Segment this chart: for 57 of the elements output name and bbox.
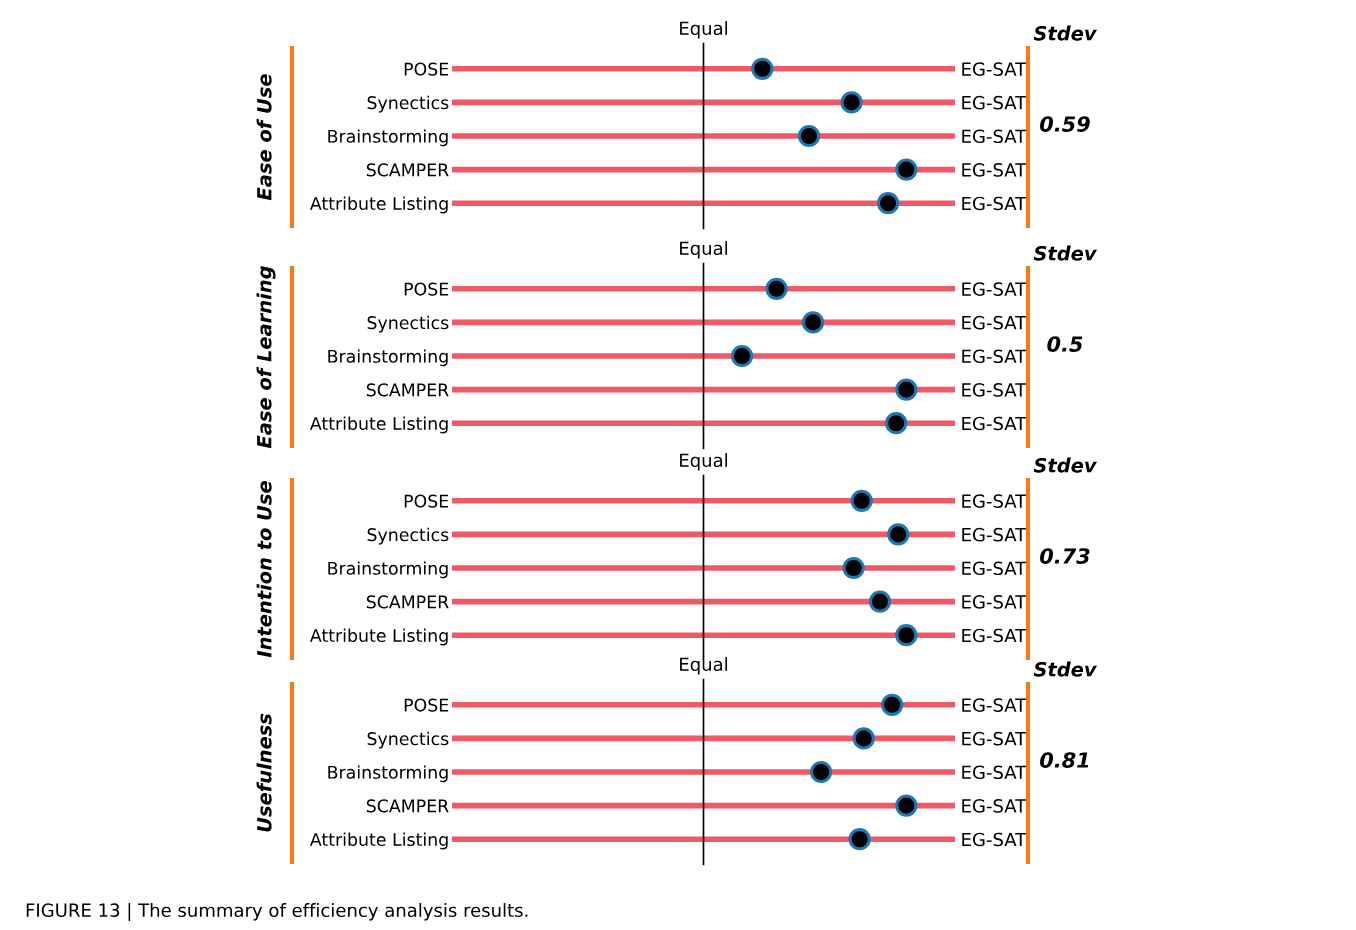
- y2-tick-label: EG-SAT: [962, 628, 1027, 643]
- text: 0.5: [1047, 336, 1083, 352]
- y2-tick-label: EG-SAT: [962, 62, 1027, 76]
- y2-tick-label: EG-SAT: [962, 196, 1027, 211]
- y-axis-title: Ease of Use: [256, 74, 272, 201]
- y2-tick-label: EG-SAT: [962, 315, 1027, 330]
- y2-tick-label: EG-SAT: [962, 561, 1027, 576]
- y-axis-title: Usefulness: [256, 713, 272, 832]
- text: 0.81: [1040, 752, 1089, 768]
- y-axis-title: Intention to Use: [256, 481, 272, 658]
- y-tick-label: SCAMPER: [366, 163, 449, 177]
- y2-tick-label: EG-SAT: [962, 527, 1027, 542]
- text: Stdev: [1033, 457, 1098, 473]
- text: Stdev: [1033, 661, 1098, 677]
- text: Stdev: [1033, 245, 1098, 261]
- y-tick-label: POSE: [404, 698, 449, 712]
- y2-tick-label: EG-SAT: [962, 163, 1027, 177]
- y2-tick-label: EG-SAT: [962, 129, 1027, 144]
- y-tick-label: POSE: [404, 282, 449, 296]
- y2-tick-label: EG-SAT: [962, 698, 1027, 712]
- text: 0.73: [1040, 548, 1090, 564]
- text: 0.59: [1040, 116, 1090, 132]
- ref-line-label: Equal: [680, 21, 727, 39]
- y2-tick-label: EG-SAT: [962, 282, 1027, 296]
- y2-tick-label: EG-SAT: [962, 494, 1027, 508]
- y-tick-label: Brainstorming: [328, 129, 448, 147]
- ref-line-label: Equal: [680, 241, 727, 259]
- y-tick-label: Attribute Listing: [309, 416, 448, 434]
- y2-tick-label: EG-SAT: [962, 349, 1027, 364]
- y2-tick-label: EG-SAT: [962, 765, 1027, 780]
- caption: FIGURE 13 | The summary of efficiency analysis results.: [26, 902, 528, 922]
- y-axis-title: Ease of Learning: [256, 266, 276, 449]
- y-tick-label: Attribute Listing: [309, 832, 448, 850]
- y-tick-label: POSE: [404, 62, 449, 76]
- y-tick-label: Synectics: [367, 527, 449, 545]
- y-tick-label: Brainstorming: [328, 561, 448, 579]
- y2-tick-label: EG-SAT: [962, 731, 1027, 746]
- y-tick-label: SCAMPER: [366, 383, 449, 397]
- y-tick-label: POSE: [404, 494, 449, 508]
- y-tick-label: SCAMPER: [366, 799, 449, 813]
- ref-line-label: Equal: [680, 453, 727, 471]
- ref-line-label: Equal: [680, 657, 727, 675]
- y2-tick-label: EG-SAT: [962, 416, 1027, 431]
- y-tick-label: Synectics: [367, 731, 449, 749]
- y-tick-label: Synectics: [367, 315, 449, 333]
- y2-tick-label: EG-SAT: [962, 95, 1027, 110]
- y-tick-label: SCAMPER: [366, 595, 449, 609]
- y-tick-label: Brainstorming: [328, 765, 448, 783]
- y2-tick-label: EG-SAT: [962, 383, 1027, 397]
- y2-tick-label: EG-SAT: [962, 595, 1027, 609]
- y-tick-label: Attribute Listing: [309, 196, 448, 214]
- y-tick-label: Brainstorming: [328, 349, 448, 367]
- text: Stdev: [1033, 25, 1098, 41]
- y2-tick-label: EG-SAT: [962, 799, 1027, 813]
- y2-tick-label: EG-SAT: [962, 832, 1027, 847]
- y-tick-label: Attribute Listing: [309, 628, 448, 646]
- y-tick-label: Synectics: [367, 95, 449, 113]
